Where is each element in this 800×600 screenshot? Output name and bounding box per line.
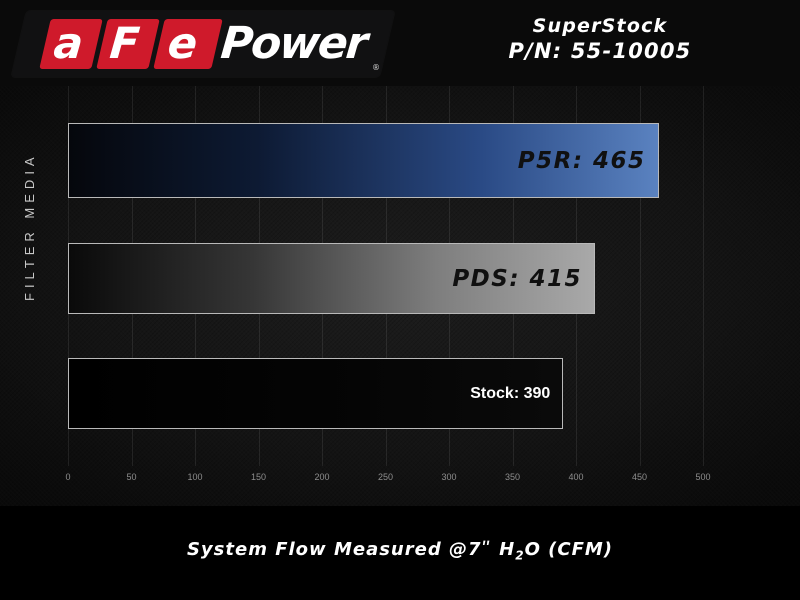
x-tick-label: 200 (314, 472, 330, 482)
bar-stock: Stock: 390 (68, 358, 564, 429)
caption-text-post: O (CFM) (524, 539, 614, 560)
afe-power-logo: a F e Power ® (10, 10, 396, 78)
bar-value-label: PDS: 415 (452, 265, 583, 292)
product-title: SuperStock (532, 15, 668, 37)
registered-trademark-icon: ® (372, 63, 380, 72)
bar-pds: PDS: 415 (68, 243, 596, 314)
logo-letter-e: e (165, 19, 199, 69)
caption-subscript: 2 (515, 548, 525, 563)
x-tick-label: 250 (377, 472, 394, 482)
part-number: P/N: 55-10005 (508, 39, 692, 63)
logo-inner: a F e Power ® (18, 10, 388, 78)
bar-p5r: P5R: 465 (68, 123, 659, 198)
x-tick-label: 300 (441, 472, 457, 482)
footer-band: System Flow Measured @7ʺ H2O (CFM) (0, 506, 800, 600)
plot-region: P5R: 465 PDS: 415 Stock: 390 0 50 100 150 200 2… (65, 86, 711, 482)
gridline (703, 86, 704, 466)
x-tick-label: 0 (65, 472, 71, 482)
header-band: a F e Power ® SuperStock P/N: 55-10005 (0, 0, 800, 86)
logo-wordmark-power: Power (218, 18, 368, 69)
chart-plot-area: FILTER MEDIA P5R: 465 PDS: 415 Stock: 390 … (0, 86, 800, 506)
x-tick-label: 400 (568, 472, 584, 482)
header-product-info: SuperStock P/N: 55-10005 (430, 14, 770, 65)
gridline (639, 86, 641, 466)
x-tick-label: 500 (695, 472, 711, 482)
logo-letter-a: a (51, 19, 85, 69)
y-axis-label: FILTER MEDIA (22, 152, 37, 301)
logo-letter-f: F (107, 19, 141, 69)
x-tick-label: 50 (126, 472, 137, 482)
bar-value-label: Stock: 390 (470, 384, 551, 402)
x-axis-caption: System Flow Measured @7ʺ H2O (CFM) (0, 539, 800, 563)
x-tick-label: 150 (250, 472, 267, 482)
caption-text-pre: System Flow Measured @7ʺ H (186, 539, 516, 560)
bar-value-label: P5R: 465 (517, 147, 646, 174)
x-tick-label: 450 (631, 472, 648, 482)
x-tick-label: 100 (187, 472, 203, 482)
x-tick-label: 350 (504, 472, 521, 482)
